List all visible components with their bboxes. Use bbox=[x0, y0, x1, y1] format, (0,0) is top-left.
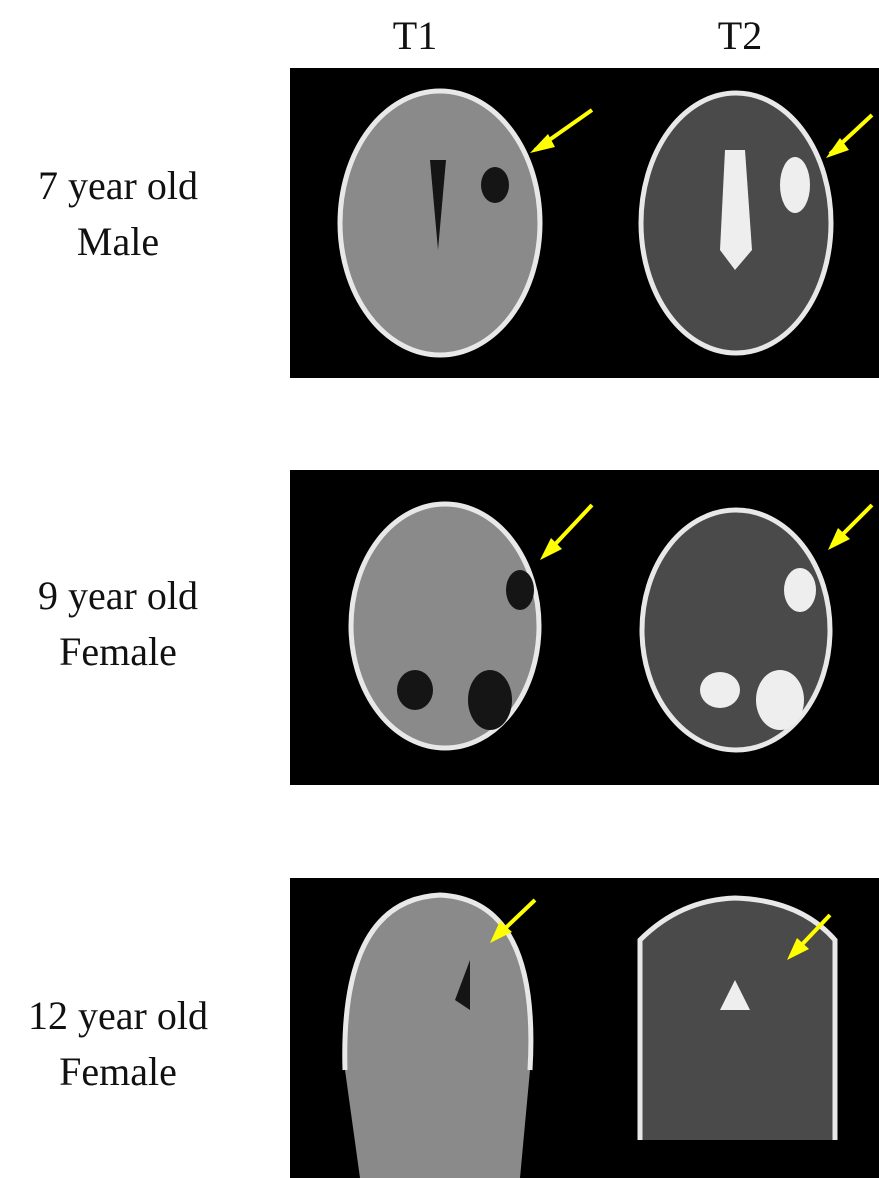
row-label: Female bbox=[59, 1049, 177, 1094]
column-header: T2 bbox=[718, 13, 762, 58]
figure: T1 T2 7 year old Male 9 year old Female 12 yea… bbox=[0, 0, 879, 1178]
row-label: 12 year old bbox=[28, 993, 208, 1038]
row-label: Male bbox=[77, 219, 159, 264]
row-label: 9 year old bbox=[38, 573, 198, 618]
column-header: T1 bbox=[393, 13, 437, 58]
row-label: 7 year old bbox=[38, 163, 198, 208]
row-label: Female bbox=[59, 629, 177, 674]
page: T1 T2 7 year old Male 9 year old Female 12 yea… bbox=[0, 0, 879, 1178]
mri-panels bbox=[290, 68, 879, 1178]
